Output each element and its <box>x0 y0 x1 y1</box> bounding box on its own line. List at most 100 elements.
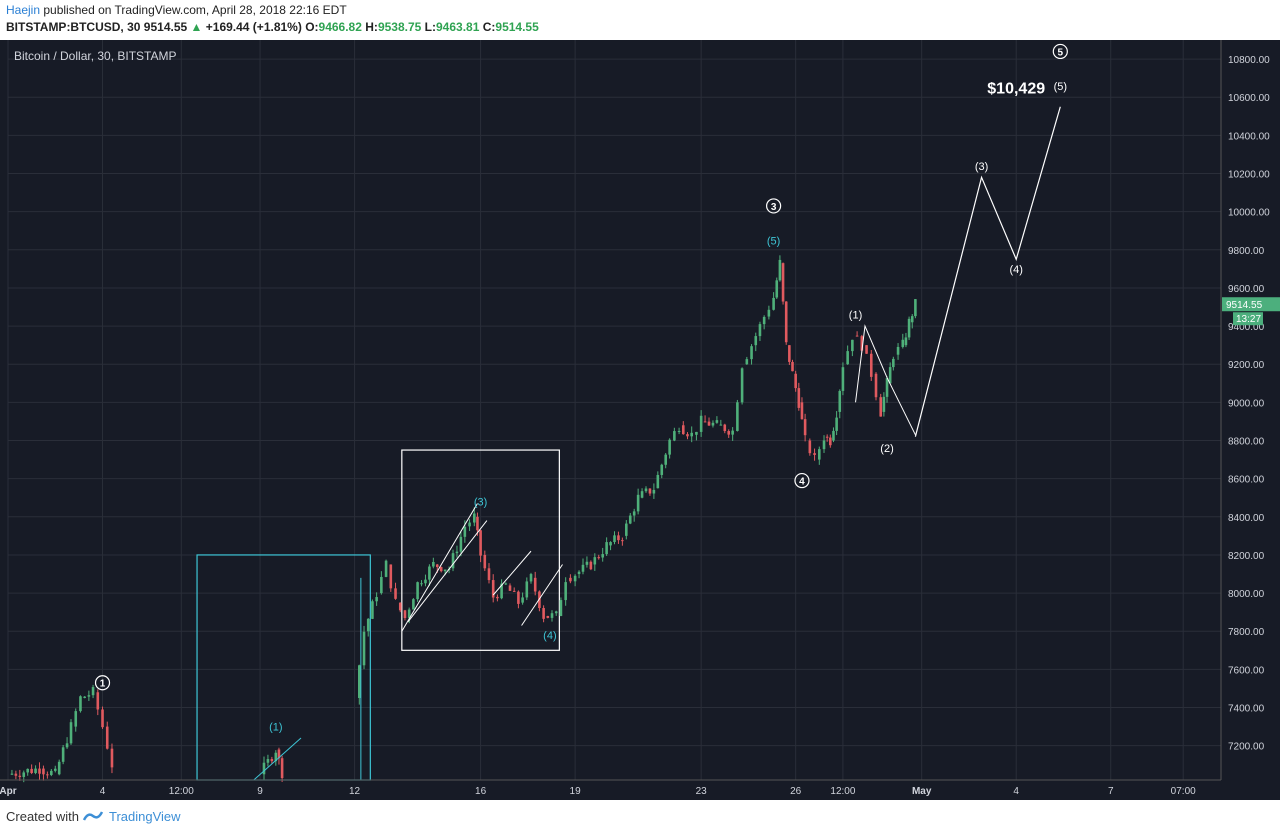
candle-body <box>463 526 467 537</box>
candle-body <box>472 513 476 523</box>
candle-body <box>529 574 533 582</box>
candle-body <box>439 567 443 572</box>
last-price-label: 9514.55 <box>1226 300 1263 311</box>
candle-body <box>91 687 95 696</box>
candle-body <box>521 597 524 603</box>
candle-body <box>695 431 698 435</box>
candle-body <box>110 748 114 768</box>
y-tick-label: 10000.00 <box>1228 208 1270 219</box>
candle-body <box>428 566 431 580</box>
candle-body <box>22 772 26 777</box>
candle-body <box>559 600 563 616</box>
candle-body <box>262 762 266 775</box>
x-tick-label: 12:00 <box>169 786 194 797</box>
candle-body <box>644 488 648 492</box>
candle-body <box>451 553 455 569</box>
candle-body <box>504 583 508 585</box>
candle-body <box>703 421 707 423</box>
candle-body <box>628 515 632 524</box>
wave-label: 3 <box>771 202 777 213</box>
candle-body <box>483 554 487 569</box>
candle-body <box>605 542 608 555</box>
candle-body <box>468 522 471 527</box>
candle-body <box>61 747 65 762</box>
candle-body <box>699 415 703 432</box>
wave-label: (5) <box>1054 81 1067 93</box>
candle-body <box>10 773 14 775</box>
channel-line <box>253 737 302 781</box>
chart-title: Bitcoin / Dollar, 30, BITSTAMP <box>14 49 177 63</box>
candle-body <box>585 561 589 565</box>
candle-body <box>357 665 361 698</box>
candle-body <box>601 554 604 558</box>
candle-body <box>407 609 411 618</box>
candle-body <box>907 318 911 338</box>
author-link[interactable]: Haejin <box>6 3 41 17</box>
projection-path <box>914 106 1061 437</box>
candle-body <box>389 564 393 589</box>
candle-body <box>593 557 597 565</box>
candle-body <box>69 722 73 744</box>
candle-body <box>394 588 397 599</box>
x-tick-label: 4 <box>1013 786 1019 797</box>
wave-box <box>401 449 560 651</box>
candle-body <box>874 373 878 398</box>
open-label: O: <box>305 20 319 34</box>
wave-label: (1) <box>269 722 282 734</box>
candle-body <box>609 542 612 546</box>
candle-body <box>719 424 723 426</box>
candle-body <box>508 585 512 591</box>
y-tick-label: 10800.00 <box>1228 55 1270 66</box>
x-tick-label: 7 <box>1108 786 1114 797</box>
candle-body <box>569 577 572 582</box>
candle-body <box>412 599 415 610</box>
candle-body <box>648 488 652 494</box>
x-tick-label: 9 <box>257 786 263 797</box>
candle-body <box>869 353 873 377</box>
candle-body <box>443 569 447 572</box>
candle-body <box>758 324 762 337</box>
candle-body <box>829 437 832 446</box>
candle-body <box>731 430 734 435</box>
candle-body <box>476 516 479 531</box>
wave-path-subwave <box>855 324 916 436</box>
candle-body <box>277 749 281 759</box>
symbol-line: BITSTAMP:BTCUSD, 30 9514.55 ▲ +169.44 (+… <box>6 20 539 34</box>
candle-body <box>800 402 804 420</box>
candle-body <box>42 768 45 775</box>
candle-body <box>589 561 593 570</box>
wave-label: (4) <box>543 630 556 642</box>
candle-body <box>96 692 100 710</box>
x-tick-label: 12 <box>349 786 361 797</box>
candle-body <box>366 618 370 632</box>
candle-body <box>791 361 794 372</box>
low-value: 9463.81 <box>436 20 480 34</box>
candle-body <box>860 336 864 351</box>
candle-body <box>53 768 57 771</box>
last-price-tag <box>1222 297 1280 312</box>
candle-body <box>384 560 388 577</box>
candle-body <box>621 540 624 542</box>
candle-body <box>416 582 419 600</box>
candle-body <box>788 345 791 362</box>
candle-body <box>533 577 537 592</box>
candle-body <box>813 453 816 455</box>
low-label: L: <box>424 20 436 34</box>
chart-panel[interactable]: 1 (1) (3) (4) 3 (5) 4 (1) (2) (3) (4) 5 (5) $10,429 7… <box>0 40 1280 800</box>
candle-body <box>668 439 671 455</box>
candle-body <box>794 373 797 389</box>
candle-body <box>380 576 383 594</box>
wave-label: (4) <box>1009 264 1022 276</box>
candle-body <box>542 608 545 619</box>
y-tick-label: 7600.00 <box>1228 665 1265 676</box>
candle-body <box>656 474 660 489</box>
candle-body <box>617 535 620 541</box>
channel-line <box>521 564 563 626</box>
x-tick-label: 12:00 <box>830 786 855 797</box>
candle-body <box>266 759 270 763</box>
candle-body <box>754 336 758 346</box>
price-chart[interactable]: 1 (1) (3) (4) 3 (5) 4 (1) (2) (3) (4) 5 (5) $10,429 7… <box>0 40 1280 800</box>
candle-body <box>270 759 274 762</box>
tradingview-brand[interactable]: TradingView <box>109 809 181 824</box>
candle-body <box>882 396 886 412</box>
